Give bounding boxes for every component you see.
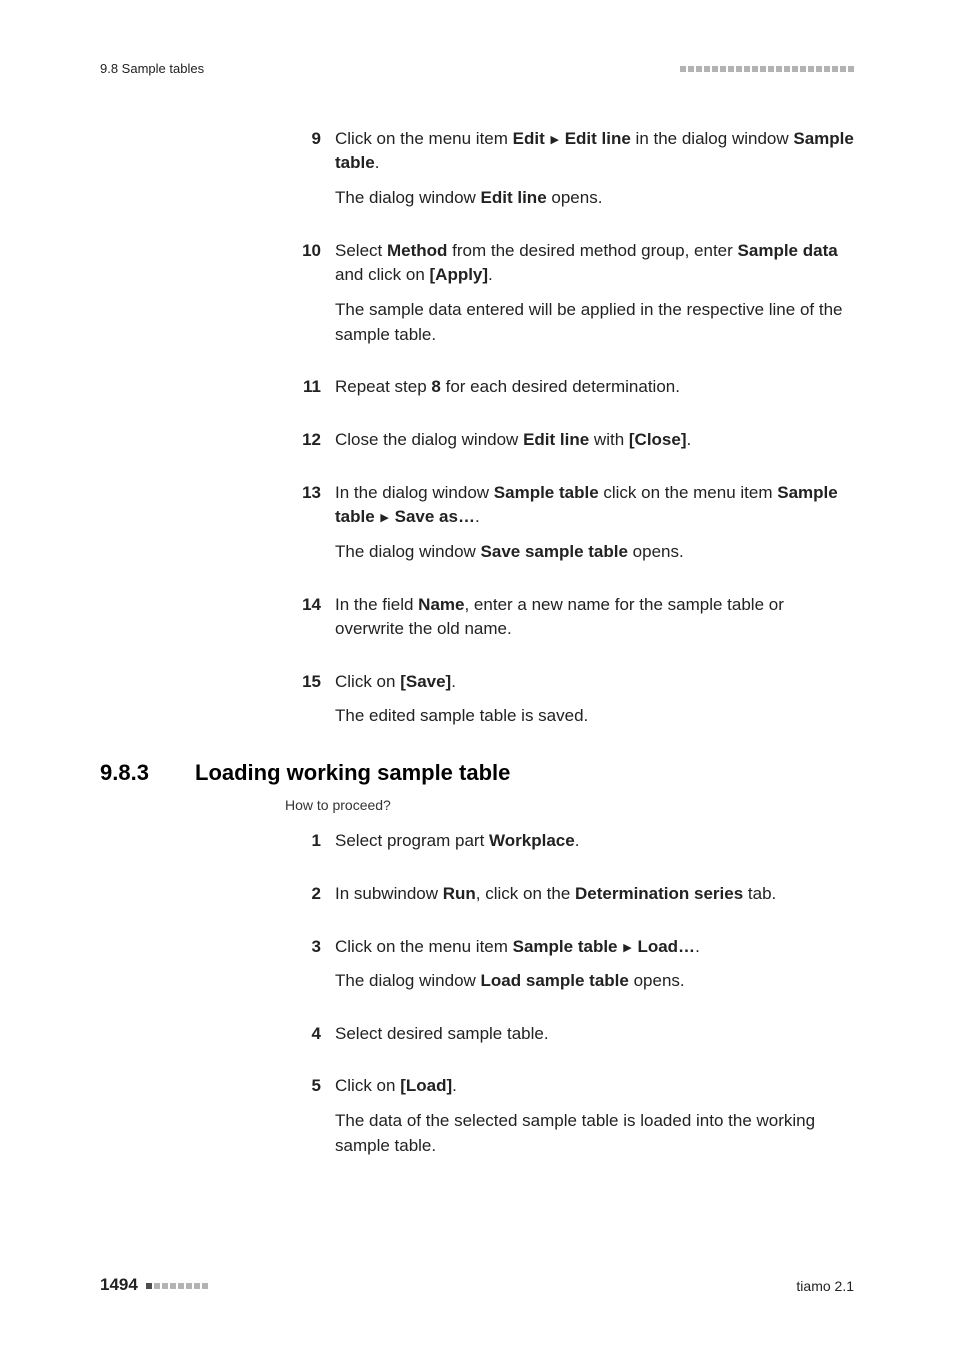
decor-square [768, 66, 774, 72]
decor-square [760, 66, 766, 72]
decor-square [688, 66, 694, 72]
decor-square [736, 66, 742, 72]
step-number: 3 [285, 935, 335, 994]
step-body: Repeat step 8 for each desired determina… [335, 375, 854, 400]
step-number: 2 [285, 882, 335, 907]
decor-square [776, 66, 782, 72]
step-line: The data of the selected sample table is… [335, 1109, 854, 1158]
step-line: The dialog window Edit line opens. [335, 186, 854, 211]
decor-square [186, 1283, 192, 1289]
step-body: Click on [Load]. The data of the selected… [335, 1074, 854, 1158]
step-number: 4 [285, 1022, 335, 1047]
decor-square [146, 1283, 152, 1289]
decor-square [744, 66, 750, 72]
decor-square [162, 1283, 168, 1289]
step-line: Repeat step 8 for each desired determina… [335, 375, 854, 400]
step-line: Select Method from the desired method gr… [335, 239, 854, 288]
step: 2In subwindow Run, click on the Determin… [285, 882, 854, 907]
decor-square [752, 66, 758, 72]
step-number: 11 [285, 375, 335, 400]
decor-square [800, 66, 806, 72]
howto-label: How to proceed? [285, 795, 854, 815]
footer-decor [146, 1283, 208, 1289]
header-decor [680, 66, 854, 72]
step-number: 12 [285, 428, 335, 453]
step-body: In the field Name, enter a new name for … [335, 593, 854, 642]
decor-square [680, 66, 686, 72]
step-line: The sample data entered will be applied … [335, 298, 854, 347]
step-line: Close the dialog window Edit line with [… [335, 428, 854, 453]
step: 12Close the dialog window Edit line with… [285, 428, 854, 453]
decor-square [202, 1283, 208, 1289]
step-number: 10 [285, 239, 335, 348]
decor-square [720, 66, 726, 72]
step-body: Close the dialog window Edit line with [… [335, 428, 854, 453]
step-body: Click on the menu item Sample table ▶ Lo… [335, 935, 854, 994]
steps-block-a: 9Click on the menu item Edit ▶ Edit line… [285, 127, 854, 729]
steps-block-b: 1Select program part Workplace. 2In subwi… [285, 829, 854, 1158]
section-heading: 9.8.3 Loading working sample table [100, 757, 854, 789]
decor-square [728, 66, 734, 72]
section-title: Loading working sample table [195, 757, 510, 789]
step-number: 5 [285, 1074, 335, 1158]
step-body: Select desired sample table. [335, 1022, 854, 1047]
decor-square [840, 66, 846, 72]
step: 5Click on [Load]. The data of the selecte… [285, 1074, 854, 1158]
decor-square [170, 1283, 176, 1289]
step-number: 13 [285, 481, 335, 565]
step-number: 14 [285, 593, 335, 642]
step: 3Click on the menu item Sample table ▶ L… [285, 935, 854, 994]
decor-square [808, 66, 814, 72]
step-line: Select program part Workplace. [335, 829, 854, 854]
step-line: Select desired sample table. [335, 1022, 854, 1047]
decor-square [824, 66, 830, 72]
decor-square [792, 66, 798, 72]
step-line: The edited sample table is saved. [335, 704, 854, 729]
step: 1Select program part Workplace. [285, 829, 854, 854]
decor-square [696, 66, 702, 72]
step-body: Select Method from the desired method gr… [335, 239, 854, 348]
page: 9.8 Sample tables 9Click on the menu ite… [0, 0, 954, 1350]
step-body: In subwindow Run, click on the Determina… [335, 882, 854, 907]
step-line: The dialog window Load sample table open… [335, 969, 854, 994]
step-line: Click on the menu item Sample table ▶ Lo… [335, 935, 854, 960]
step: 10Select Method from the desired method … [285, 239, 854, 348]
decor-square [194, 1283, 200, 1289]
footer-left: 1494 [100, 1273, 208, 1298]
step: 4Select desired sample table. [285, 1022, 854, 1047]
section-number: 9.8.3 [100, 757, 195, 789]
step-body: Click on the menu item Edit ▶ Edit line … [335, 127, 854, 211]
page-footer: 1494 tiamo 2.1 [100, 1273, 854, 1298]
step-body: Click on [Save]. The edited sample table … [335, 670, 854, 729]
step-line: Click on the menu item Edit ▶ Edit line … [335, 127, 854, 176]
step-line: In subwindow Run, click on the Determina… [335, 882, 854, 907]
header-section-label: 9.8 Sample tables [100, 60, 204, 79]
step-line: The dialog window Save sample table open… [335, 540, 854, 565]
step-body: Select program part Workplace. [335, 829, 854, 854]
step: 14In the field Name, enter a new name fo… [285, 593, 854, 642]
page-number: 1494 [100, 1273, 138, 1298]
step-line: In the dialog window Sample table click … [335, 481, 854, 530]
step-line: In the field Name, enter a new name for … [335, 593, 854, 642]
step-body: In the dialog window Sample table click … [335, 481, 854, 565]
step-number: 15 [285, 670, 335, 729]
page-header: 9.8 Sample tables [100, 60, 854, 79]
step: 11Repeat step 8 for each desired determi… [285, 375, 854, 400]
footer-product: tiamo 2.1 [796, 1276, 854, 1296]
step: 13In the dialog window Sample table clic… [285, 481, 854, 565]
decor-square [784, 66, 790, 72]
step: 15Click on [Save]. The edited sample tabl… [285, 670, 854, 729]
decor-square [832, 66, 838, 72]
decor-square [704, 66, 710, 72]
step-line: Click on [Load]. [335, 1074, 854, 1099]
step-line: Click on [Save]. [335, 670, 854, 695]
decor-square [816, 66, 822, 72]
decor-square [178, 1283, 184, 1289]
step: 9Click on the menu item Edit ▶ Edit line… [285, 127, 854, 211]
decor-square [848, 66, 854, 72]
decor-square [154, 1283, 160, 1289]
step-number: 1 [285, 829, 335, 854]
step-number: 9 [285, 127, 335, 211]
decor-square [712, 66, 718, 72]
